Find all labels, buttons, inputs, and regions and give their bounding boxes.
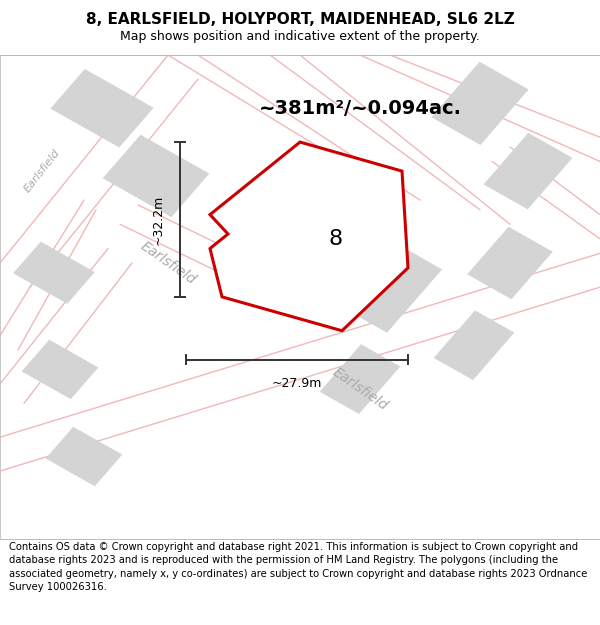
Polygon shape (13, 242, 95, 304)
Text: ~27.9m: ~27.9m (272, 377, 322, 390)
Text: ~381m²/~0.094ac.: ~381m²/~0.094ac. (259, 99, 461, 118)
Polygon shape (431, 62, 529, 145)
Text: Map shows position and indicative extent of the property.: Map shows position and indicative extent… (120, 30, 480, 43)
Text: Earlsfield: Earlsfield (138, 239, 198, 287)
Text: Earlsfield: Earlsfield (330, 365, 390, 413)
Polygon shape (434, 311, 514, 380)
Polygon shape (467, 227, 553, 299)
Polygon shape (320, 344, 400, 414)
Text: 8, EARLSFIELD, HOLYPORT, MAIDENHEAD, SL6 2LZ: 8, EARLSFIELD, HOLYPORT, MAIDENHEAD, SL6… (86, 12, 514, 27)
Polygon shape (22, 340, 98, 399)
Polygon shape (50, 69, 154, 148)
Text: Earlsfield: Earlsfield (22, 148, 62, 194)
Polygon shape (484, 133, 572, 209)
Polygon shape (46, 427, 122, 486)
Text: ~32.2m: ~32.2m (152, 194, 165, 244)
Text: 8: 8 (329, 229, 343, 249)
Polygon shape (338, 242, 442, 332)
Polygon shape (103, 135, 209, 217)
Polygon shape (210, 142, 408, 331)
Text: Contains OS data © Crown copyright and database right 2021. This information is : Contains OS data © Crown copyright and d… (9, 542, 587, 592)
